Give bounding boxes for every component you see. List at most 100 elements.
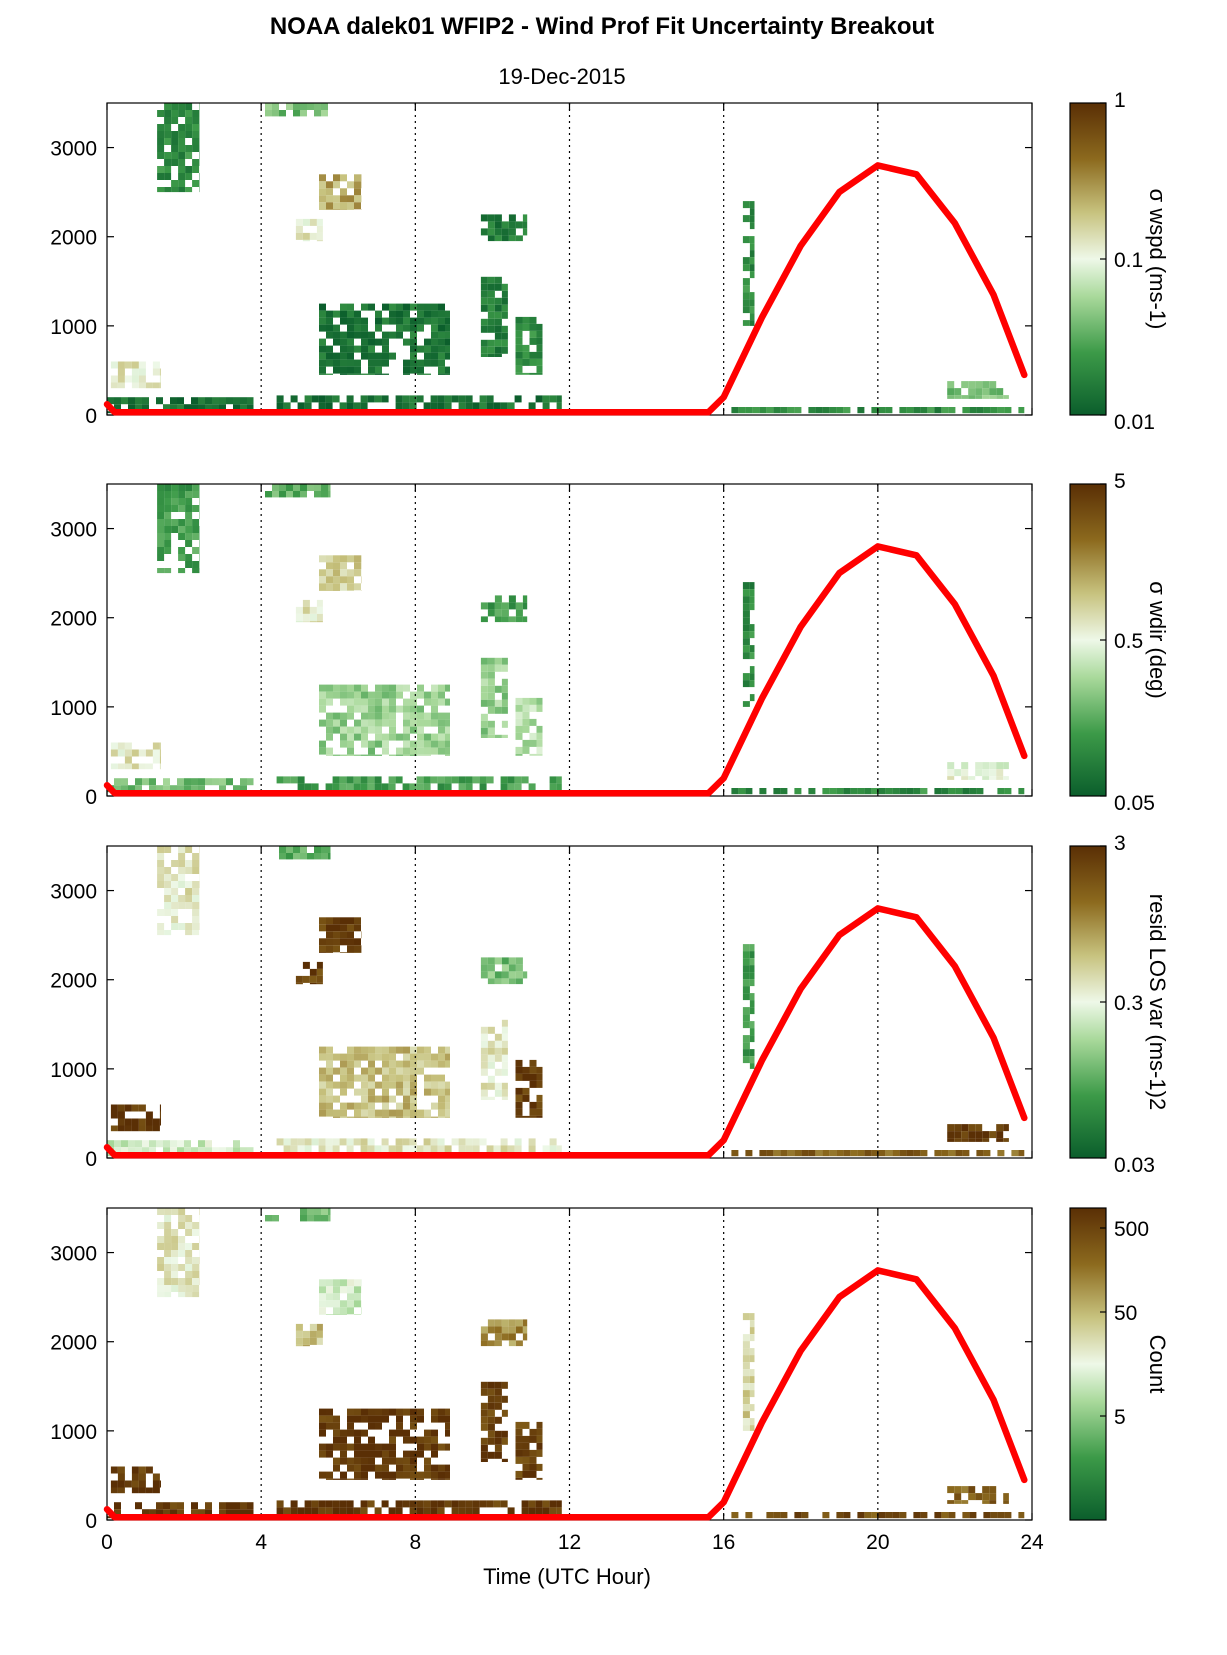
heatmap-cell [233,1147,240,1155]
heatmap-cell [354,938,361,946]
heatmap-cell [749,215,755,223]
heatmap-cell [340,1450,347,1458]
heatmap-cell [304,1138,312,1146]
heatmap-cell [403,1095,410,1103]
heatmap-cell [494,699,502,707]
heatmap-cell [975,1124,983,1132]
heatmap-cell [178,1222,186,1229]
heatmap-cell [184,785,191,793]
heatmap-cell [742,979,750,987]
heatmap-cell [487,657,495,665]
x-tick-label: 24 [1020,1531,1044,1554]
heatmap-cell [780,788,788,795]
heatmap-cell [300,1208,307,1215]
heatmap-cell [171,860,179,867]
heatmap-cell [417,1053,424,1061]
heatmap-cell [424,712,431,720]
heatmap-cell [494,353,502,357]
heatmap-cell [110,749,118,757]
heatmap-cell [368,705,375,713]
heatmap-cell [110,382,118,389]
heatmap-cell [171,145,179,152]
heatmap-cell [192,1243,200,1250]
heatmap-cell [536,344,543,352]
heatmap-cell [205,778,212,786]
heatmap-cell [536,365,543,373]
heatmap-cell [766,407,774,414]
heatmap-cell [437,1138,445,1146]
heatmap-cell [480,699,488,707]
heatmap-cell [326,1443,333,1451]
heatmap-cell [417,359,424,367]
heatmap-cell [319,705,326,713]
heatmap-cell [340,931,347,939]
heatmap-cell [131,1487,139,1494]
heatmap-cell [272,491,279,498]
heatmap-cell [542,395,550,403]
heatmap-cell [326,1074,333,1082]
heatmap-cell [157,152,165,159]
heatmap-cell [962,788,970,795]
heatmap-cell [375,754,382,756]
heatmap-cell [522,1115,530,1118]
heatmap-cell [507,776,515,784]
heatmap-cell [1018,407,1025,414]
heatmap-cell [340,202,347,210]
heatmap-cell [410,712,417,720]
heatmap-cell [361,1457,368,1465]
heatmap-cell [885,407,893,414]
heatmap-cell [801,1512,809,1519]
heatmap-cell [304,395,312,403]
heatmap-cell [142,404,149,412]
heatmap-cell [487,346,495,354]
heatmap-cell [192,1264,200,1271]
heatmap-cell [742,1021,750,1029]
heatmap-cell [1018,788,1025,795]
heatmap-cell [431,359,438,367]
heatmap-cell [501,1437,508,1445]
heatmap-cell [749,1063,755,1069]
colorbar-label: resid LOS var (ms-1)2 [1145,894,1170,1110]
heatmap-cell [480,1416,488,1424]
heatmap-cell [192,519,200,526]
heatmap-cell [480,1437,488,1445]
heatmap-cell [982,1131,990,1139]
heatmap-cell [742,299,750,307]
heatmap-cell [316,975,323,983]
heatmap-cell [326,181,333,189]
heatmap-cell [480,1333,488,1341]
heatmap-cell [536,704,543,712]
heatmap-cell [941,1150,949,1157]
heatmap-cell [293,110,300,117]
heatmap-cell [375,1053,382,1061]
heatmap-cell [382,1415,389,1423]
heatmap-cell [354,1471,361,1479]
heatmap-cell [996,388,1004,396]
heatmap-cell [501,304,508,312]
heatmap-cell [431,1443,438,1451]
heatmap-cell [171,152,179,159]
heatmap-cell [360,1507,368,1515]
heatmap-cell [742,1049,750,1057]
heatmap-cell [487,228,495,236]
heatmap-cell [290,1507,298,1515]
heatmap-cell [347,1415,354,1423]
heatmap-cell [738,407,746,414]
heatmap-cell [121,1147,128,1155]
heatmap-cell [954,1500,962,1504]
heatmap-cell [494,339,502,347]
heatmap-cell [332,783,340,791]
heatmap-cell [487,1430,495,1438]
heatmap-cell [114,1140,121,1148]
heatmap-cell [990,407,998,414]
heatmap-cell [333,352,340,360]
heatmap-cell [354,366,361,374]
heatmap-cell [382,1116,389,1118]
heatmap-cell [742,603,750,611]
heatmap-cell [117,763,125,770]
heatmap-cell [177,1147,184,1155]
heatmap-cell [157,874,165,881]
heatmap-cell [444,1145,452,1153]
heatmap-cell [185,1250,193,1257]
heatmap-cell [319,938,326,946]
